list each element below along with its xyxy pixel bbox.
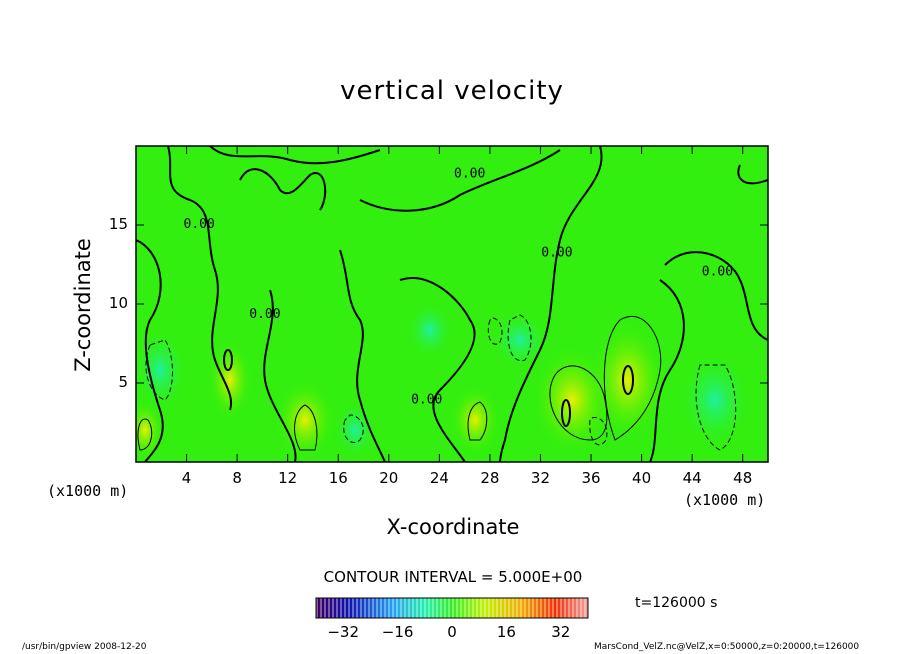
zero-contour	[209, 146, 381, 165]
colorbar-tick-label: −32	[327, 623, 360, 641]
field-positive-region	[136, 400, 163, 460]
zero-contour	[167, 146, 233, 411]
zero-contour	[339, 249, 386, 462]
negative-contour	[145, 339, 173, 401]
field-negative-region	[333, 400, 377, 460]
colorbar	[315, 597, 589, 619]
y-tick-label: 5	[118, 373, 128, 391]
footer-program-date: /usr/bin/gpview 2008-12-20	[22, 642, 147, 652]
x-tick-label: 40	[632, 469, 652, 487]
x-tick-label: 4	[181, 469, 192, 487]
negative-contour	[507, 314, 532, 362]
x-tick-label: 24	[429, 469, 449, 487]
zero-contour	[737, 164, 768, 185]
field-negative-region	[405, 300, 455, 360]
x-tick-label: 44	[682, 469, 702, 487]
zero-contour	[239, 168, 327, 211]
positive-contour	[603, 316, 662, 441]
contour-value-label: 0.00	[454, 167, 485, 182]
positive-contour	[223, 349, 233, 371]
zero-contour	[263, 289, 297, 462]
x-tick-label: 36	[581, 469, 601, 487]
zero-contour	[499, 146, 603, 462]
y-tick-label: 15	[108, 215, 128, 233]
zero-contour	[359, 149, 561, 212]
field-positive-region	[208, 340, 252, 420]
x-tick-label: 48	[733, 469, 753, 487]
positive-contour	[561, 399, 571, 427]
colorbar-frame	[315, 597, 589, 619]
field-positive-region	[275, 380, 335, 460]
negative-contour	[343, 414, 364, 443]
y-tick-label: 10	[108, 294, 128, 312]
chart-title: vertical velocity	[340, 76, 564, 106]
y-axis-label: Z-coordinate	[71, 238, 95, 372]
contour-interval-label: CONTOUR INTERVAL = 5.000E+00	[323, 568, 583, 586]
colorbar-tick-label: 32	[551, 623, 571, 641]
contour-value-label: 0.00	[702, 265, 733, 280]
positive-contour	[622, 365, 634, 395]
x-tick-label: 28	[480, 469, 500, 487]
x-tick-label: 16	[328, 469, 348, 487]
x-tick-label: 8	[232, 469, 242, 487]
field-negative-region	[490, 310, 550, 370]
contour-field	[136, 146, 768, 462]
colorbar-stripes	[316, 598, 588, 618]
x-unit-right: (x1000 m)	[684, 491, 766, 509]
zero-contour	[399, 277, 476, 462]
zero-contour	[664, 251, 768, 341]
contour-value-label: 0.00	[541, 246, 572, 261]
field-negative-region	[136, 328, 188, 412]
field-positive-region	[450, 385, 500, 455]
contour-label-layer: 0.00 0.00 0.00 0.00 0.00 0.00	[184, 167, 734, 408]
positive-contour	[467, 401, 488, 441]
negative-contour	[487, 317, 503, 345]
colorbar-tick-label: 16	[496, 623, 516, 641]
positive-contour	[294, 404, 318, 451]
contour-value-label: 0.00	[411, 393, 442, 408]
x-tick-marks	[186, 146, 744, 462]
x-tick-label: 32	[530, 469, 551, 487]
zero-contour	[649, 279, 685, 462]
x-unit-left: (x1000 m)	[47, 482, 129, 500]
footer-dataset: MarsCond_VelZ.nc@VelZ,x=0:50000,z=0:2000…	[594, 642, 860, 652]
time-label: t=126000 s	[635, 595, 718, 611]
x-tick-label: 20	[379, 469, 399, 487]
positive-contour	[137, 418, 153, 451]
negative-contour	[695, 364, 737, 451]
field-positive-region	[590, 320, 666, 440]
positive-contour	[549, 365, 608, 441]
colorbar-tick-label: −16	[381, 623, 414, 641]
x-tick-label: 12	[278, 469, 298, 487]
negative-contour	[589, 416, 608, 446]
contour-value-label: 0.00	[249, 307, 280, 322]
zero-contour	[136, 239, 164, 462]
contour-value-label: 0.00	[184, 217, 215, 232]
colorbar-tick-label: 0	[447, 623, 457, 641]
x-axis-label: X-coordinate	[386, 515, 520, 539]
y-tick-marks	[136, 224, 768, 384]
